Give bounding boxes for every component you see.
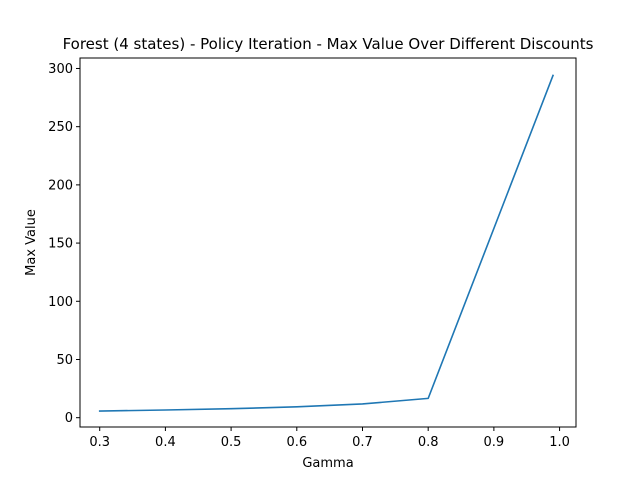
x-axis-label: Gamma [302, 456, 353, 471]
y-tick-label: 50 [56, 353, 73, 368]
x-tick-label: 0.3 [89, 435, 110, 450]
y-tick-label: 200 [48, 178, 73, 193]
x-tick-label: 0.7 [352, 435, 373, 450]
y-axis-label: Max Value [24, 209, 39, 276]
plot-area [98, 74, 555, 412]
y-tick-label: 300 [48, 62, 73, 77]
x-axis: 0.3 0.4 0.5 0.6 0.7 0.8 0.9 1.0 [89, 427, 570, 450]
y-tick-label: 0 [65, 411, 73, 426]
x-tick-label: 0.5 [221, 435, 242, 450]
y-tick-label: 250 [48, 120, 73, 135]
x-tick-label: 0.4 [155, 435, 176, 450]
x-tick-label: 0.9 [484, 435, 505, 450]
y-axis: 0 50 100 150 200 250 300 [48, 62, 80, 426]
y-tick-label: 100 [48, 295, 73, 310]
series-line-0 [98, 74, 555, 412]
plot-frame [79, 57, 577, 428]
x-tick-label: 1.0 [549, 435, 570, 450]
x-tick-label: 0.6 [286, 435, 307, 450]
x-tick-label: 0.8 [418, 435, 439, 450]
chart-title: Forest (4 states) - Policy Iteration - M… [63, 35, 594, 53]
y-tick-label: 150 [48, 237, 73, 252]
